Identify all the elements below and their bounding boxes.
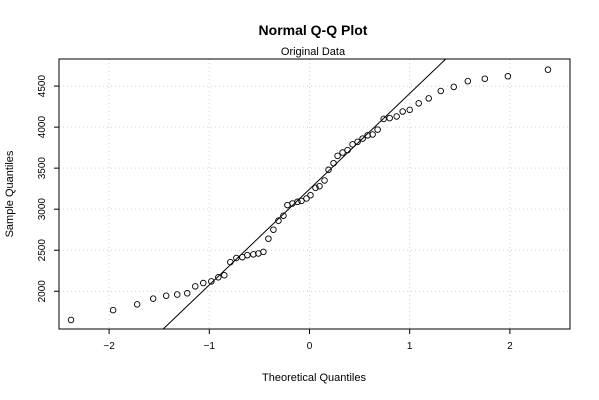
- data-point: [399, 108, 406, 115]
- data-point: [334, 152, 341, 160]
- y-tick-label: 4500: [37, 75, 48, 98]
- data-point: [406, 106, 413, 114]
- points: [67, 66, 552, 324]
- data-point: [349, 141, 356, 148]
- data-point: [321, 177, 328, 184]
- data-point: [215, 274, 222, 281]
- data-point: [450, 83, 458, 91]
- data-point: [504, 72, 512, 80]
- data-point: [133, 301, 141, 308]
- data-point: [294, 198, 301, 206]
- data-point: [162, 292, 170, 300]
- data-point: [192, 283, 199, 290]
- data-point: [344, 146, 351, 154]
- data-point: [374, 126, 381, 133]
- axes: −2 −1 0 1 2 2000 2500 3000 3500 4000 4500: [37, 75, 513, 352]
- data-point: [184, 290, 191, 297]
- x-tick-label: −2: [103, 341, 115, 352]
- y-axis-title: Sample Quantiles: [4, 150, 16, 237]
- data-point: [275, 217, 282, 224]
- data-point: [339, 149, 346, 156]
- x-tick-label: 1: [407, 341, 413, 352]
- data-point: [303, 195, 310, 202]
- x-axis-title: Theoretical Quantiles: [262, 372, 366, 384]
- data-point: [393, 113, 400, 120]
- data-point: [280, 212, 287, 219]
- data-point: [330, 159, 337, 167]
- grid: [59, 59, 570, 329]
- y-tick-label: 3000: [37, 198, 48, 221]
- data-point: [270, 226, 277, 233]
- data-point: [415, 100, 422, 107]
- data-point: [359, 135, 366, 142]
- data-point: [325, 166, 332, 174]
- y-tick-label: 3500: [37, 157, 48, 180]
- data-point: [369, 131, 376, 138]
- data-point: [260, 248, 267, 256]
- data-point: [425, 95, 432, 102]
- data-point: [173, 291, 181, 298]
- x-tick-label: 2: [507, 341, 513, 352]
- plot-frame: [58, 58, 571, 330]
- data-point: [464, 77, 472, 85]
- chart-title: Normal Q-Q Plot: [259, 22, 368, 38]
- data-point: [364, 132, 371, 139]
- data-point: [208, 278, 215, 285]
- data-point: [380, 115, 387, 123]
- y-tick-label: 4000: [37, 116, 48, 139]
- reference-line: [162, 58, 447, 330]
- y-tick-label: 2000: [37, 280, 48, 303]
- data-point: [307, 191, 314, 199]
- data-point: [227, 258, 234, 266]
- chart-subtitle: Original Data: [281, 46, 346, 58]
- data-point: [200, 279, 207, 287]
- data-point: [250, 251, 257, 258]
- data-point: [544, 66, 552, 73]
- data-point: [67, 316, 75, 324]
- data-point: [437, 87, 444, 95]
- data-point: [233, 254, 240, 262]
- x-tick-label: −1: [204, 341, 216, 352]
- data-point: [244, 251, 251, 259]
- data-point: [265, 235, 272, 242]
- data-point: [221, 271, 228, 279]
- y-tick-label: 2500: [37, 239, 48, 262]
- data-point: [316, 182, 323, 190]
- data-point: [109, 306, 117, 314]
- reference-line-layer: [162, 58, 447, 330]
- data-point: [149, 295, 157, 302]
- data-point: [481, 75, 489, 82]
- x-tick-label: 0: [307, 341, 313, 352]
- data-point: [312, 184, 319, 192]
- data-point: [298, 197, 305, 205]
- data-point: [354, 138, 361, 146]
- data-point: [386, 114, 393, 122]
